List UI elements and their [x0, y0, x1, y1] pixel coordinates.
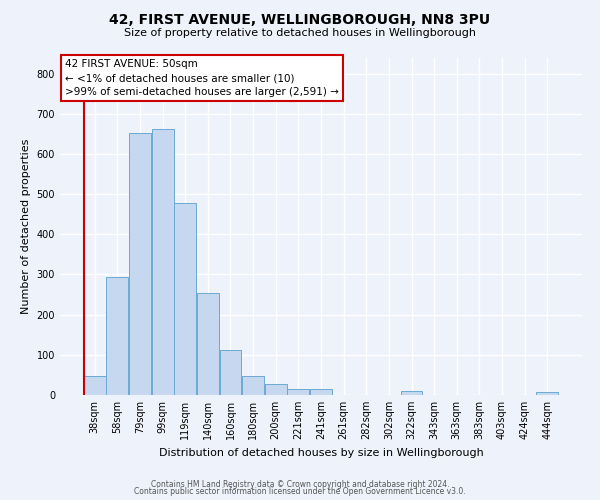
Bar — [242, 376, 264, 395]
Bar — [401, 391, 422, 395]
Bar — [220, 350, 241, 395]
Bar — [106, 278, 128, 395]
Bar — [152, 128, 173, 395]
Bar — [197, 294, 219, 395]
Text: Contains public sector information licensed under the Open Government Licence v3: Contains public sector information licen… — [134, 487, 466, 496]
Bar — [84, 376, 106, 395]
Bar — [310, 390, 332, 395]
Bar — [536, 392, 558, 395]
Bar — [174, 203, 196, 395]
Y-axis label: Number of detached properties: Number of detached properties — [21, 138, 31, 314]
Text: Contains HM Land Registry data © Crown copyright and database right 2024.: Contains HM Land Registry data © Crown c… — [151, 480, 449, 489]
X-axis label: Distribution of detached houses by size in Wellingborough: Distribution of detached houses by size … — [158, 448, 484, 458]
Bar — [287, 389, 310, 395]
Text: Size of property relative to detached houses in Wellingborough: Size of property relative to detached ho… — [124, 28, 476, 38]
Text: 42 FIRST AVENUE: 50sqm
← <1% of detached houses are smaller (10)
>99% of semi-de: 42 FIRST AVENUE: 50sqm ← <1% of detached… — [65, 59, 339, 97]
Bar — [129, 133, 151, 395]
Text: 42, FIRST AVENUE, WELLINGBOROUGH, NN8 3PU: 42, FIRST AVENUE, WELLINGBOROUGH, NN8 3P… — [109, 12, 491, 26]
Bar — [265, 384, 287, 395]
